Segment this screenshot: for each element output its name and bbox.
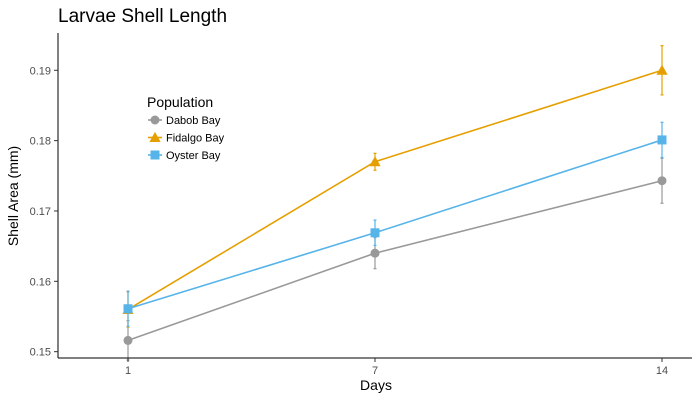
x-tick-label: 14 [656,365,668,377]
legend-swatch-marker [149,131,161,142]
x-tick-label: 1 [125,365,131,377]
y-axis-title: Shell Area (mm) [5,146,21,246]
series-dabob-bay [123,157,667,361]
legend-label: Dabob Bay [166,115,221,127]
legend: Population Dabob Bay Fidalgo Bay Oyster Ba… [147,94,225,162]
data-point-fidalgo-bay [369,156,381,167]
chart-title: Larvae Shell Length [58,6,227,27]
y-tick-label: 0.17 [30,206,51,218]
series-oyster-bay [123,121,667,327]
series-line-dabob-bay [127,179,663,342]
legend-label: Fidalgo Bay [166,133,225,145]
data-point-dabob-bay [370,248,380,258]
plot-area [122,45,668,361]
legend-swatch-marker [150,115,160,125]
legend-title: Population [147,94,213,110]
y-tick-label: 0.15 [30,347,51,359]
legend-label: Oyster Bay [166,150,221,162]
data-point-oyster-bay [370,228,380,238]
x-tick-label: 7 [372,365,378,377]
data-point-oyster-bay [123,304,133,314]
y-axis-ticks: 0.15 0.16 0.17 0.18 0.19 [30,65,58,359]
data-point-oyster-bay [657,135,667,145]
data-point-dabob-bay [657,176,667,186]
y-tick-label: 0.19 [30,65,51,77]
legend-item-oyster-bay: Oyster Bay [148,150,221,162]
legend-swatch-marker [150,150,160,160]
series-line-oyster-bay [127,139,663,310]
y-tick-label: 0.16 [30,276,51,288]
x-axis-ticks: 1 7 14 [125,358,668,377]
y-tick-label: 0.18 [30,136,51,148]
legend-item-dabob-bay: Dabob Bay [148,115,221,127]
legend-item-fidalgo-bay: Fidalgo Bay [148,131,225,145]
data-point-dabob-bay [123,335,133,345]
data-point-fidalgo-bay [656,64,668,75]
x-axis-title: Days [360,377,392,393]
